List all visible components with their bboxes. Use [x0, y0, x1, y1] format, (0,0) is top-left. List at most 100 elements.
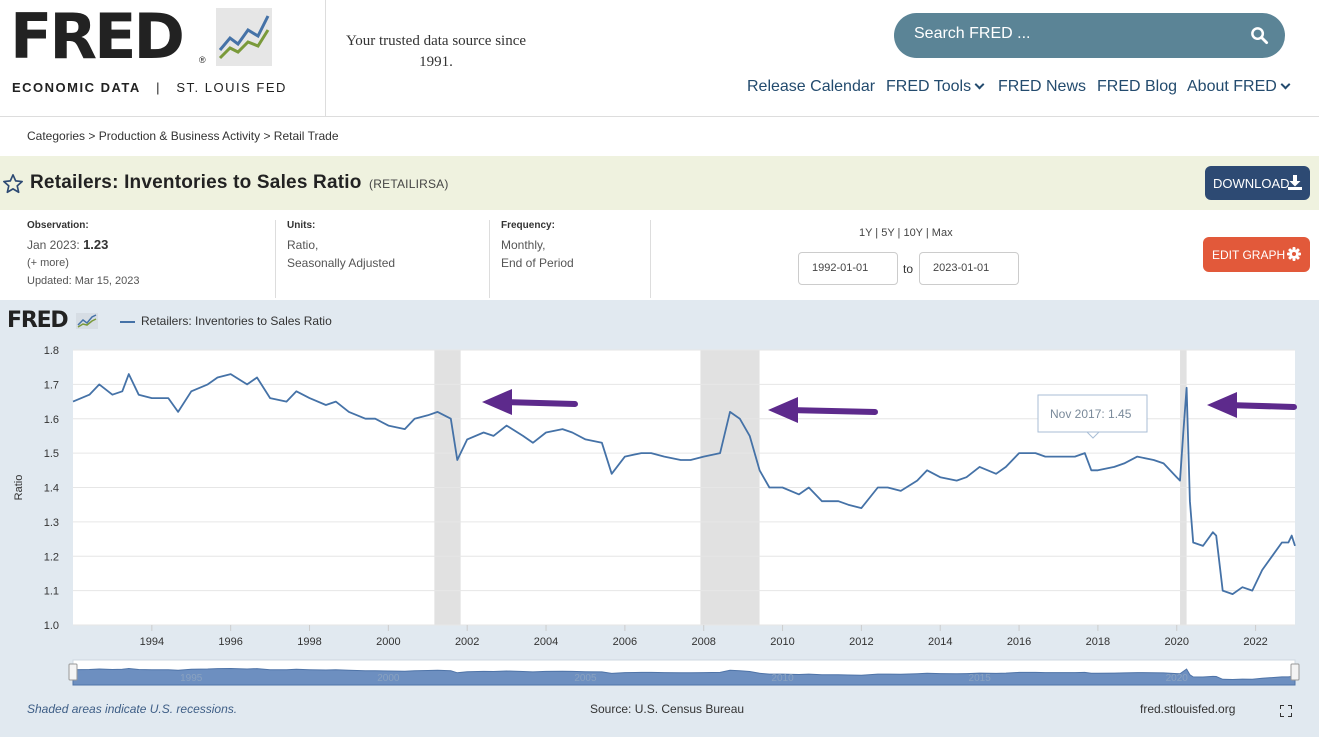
- annotation-arrow-head: [1207, 392, 1237, 418]
- y-tick-label: 1.2: [44, 551, 59, 563]
- annotation-arrow-shaft: [785, 407, 878, 415]
- nav-fred-news[interactable]: FRED News: [998, 78, 1087, 95]
- observation-value: 1.23: [83, 237, 109, 252]
- series-title-bar: Retailers: Inventories to Sales Ratio (R…: [0, 156, 1319, 210]
- updated-date: Updated: Mar 15, 2023: [27, 275, 140, 287]
- units-value-1: Ratio,: [287, 238, 319, 252]
- star-icon[interactable]: [2, 173, 24, 195]
- x-tick-label: 1998: [297, 636, 321, 648]
- fullscreen-icon[interactable]: [1280, 705, 1292, 717]
- logo-subtitle-bold: ECONOMIC DATA: [12, 80, 141, 95]
- y-tick-label: 1.0: [44, 620, 59, 632]
- nav-about-fred[interactable]: About FRED: [1187, 78, 1291, 96]
- y-tick-label: 1.5: [44, 448, 59, 460]
- tooltip-pointer: [1085, 431, 1101, 439]
- nav-fred-tools-label: FRED Tools: [886, 78, 972, 95]
- tooltip-box: [1037, 394, 1148, 433]
- divider: [275, 220, 276, 298]
- navigator-label: 2020: [1166, 673, 1189, 684]
- y-tick-label: 1.4: [44, 483, 59, 495]
- graph-panel: FRED Retailers: Inventories to Sales Rat…: [0, 300, 1319, 737]
- tooltip-label: Nov 2017: 1.45: [1050, 407, 1132, 421]
- tagline: Your trusted data source since 1991.: [345, 33, 527, 70]
- frequency-value-1: Monthly,: [501, 238, 546, 252]
- download-button[interactable]: DOWNLOAD: [1205, 166, 1310, 200]
- legend-label: Retailers: Inventories to Sales Ratio: [141, 314, 332, 328]
- y-tick-label: 1.8: [44, 345, 59, 357]
- observation-block: Observation: Jan 2023: 1.23 (+ more) Upd…: [27, 210, 140, 300]
- divider: [650, 220, 651, 298]
- navigator-label: 1995: [180, 673, 203, 684]
- annotation-arrow-shaft: [499, 399, 578, 407]
- x-tick-label: 2022: [1243, 636, 1267, 648]
- frequency-block: Frequency: Monthly, End of Period: [501, 210, 574, 300]
- legend-swatch: [120, 320, 135, 323]
- nav-release-calendar[interactable]: Release Calendar: [747, 78, 876, 95]
- edit-graph-label: EDIT GRAPH: [1212, 248, 1286, 262]
- x-tick-label: 1994: [140, 636, 164, 648]
- frequency-label: Frequency:: [501, 220, 555, 231]
- edit-graph-button[interactable]: EDIT GRAPH: [1203, 237, 1310, 272]
- y-tick-label: 1.1: [44, 586, 59, 598]
- chevron-down-icon: [1280, 79, 1291, 90]
- navigator-label: 2015: [969, 673, 992, 684]
- x-tick-label: 2006: [613, 636, 637, 648]
- date-to-label: to: [903, 262, 914, 276]
- navigator-handle: [68, 663, 78, 681]
- nav-fred-blog[interactable]: FRED Blog: [1097, 78, 1178, 95]
- search-input[interactable]: Search FRED ...: [914, 25, 1031, 42]
- nav-fred-tools[interactable]: FRED Tools: [886, 78, 985, 96]
- annotation-arrow-shaft: [1224, 402, 1297, 410]
- download-icon: [1288, 175, 1302, 190]
- x-tick-label: 2016: [1007, 636, 1031, 648]
- x-tick-label: 2010: [770, 636, 794, 648]
- site-header: FRED ® ECONOMIC DATA | ST. LOUIS FED You…: [0, 0, 1319, 117]
- annotation-arrow-head: [768, 397, 798, 423]
- y-tick-label: 1.7: [44, 379, 59, 391]
- units-value-2: Seasonally Adjusted: [287, 256, 396, 270]
- navigator-label: 2010: [771, 673, 794, 684]
- download-label: DOWNLOAD: [1213, 176, 1290, 191]
- y-tick-label: 1.3: [44, 517, 59, 529]
- navigator-label: 2005: [574, 673, 597, 684]
- gear-icon: [1287, 247, 1301, 261]
- units-label: Units:: [287, 220, 316, 231]
- range-links[interactable]: 1Y | 5Y | 10Y | Max: [859, 227, 953, 239]
- fred-logo[interactable]: FRED ® ECONOMIC DATA | ST. LOUIS FED: [0, 0, 326, 117]
- x-tick-label: 2012: [849, 636, 873, 648]
- graph-logo-icon: [75, 313, 98, 329]
- graph-logo-text: FRED: [7, 308, 69, 333]
- logo-subtitle: ECONOMIC DATA | ST. LOUIS FED: [12, 80, 287, 95]
- observation-date: Jan 2023:: [27, 238, 80, 252]
- observation-label: Observation:: [27, 220, 89, 231]
- logo-registered: ®: [199, 55, 206, 65]
- recession-note[interactable]: Shaded areas indicate U.S. recessions.: [27, 702, 238, 716]
- x-tick-label: 2004: [534, 636, 558, 648]
- x-tick-label: 1996: [218, 636, 242, 648]
- y-tick-label: 1.6: [44, 414, 59, 426]
- site-link[interactable]: fred.stlouisfed.org: [1140, 702, 1236, 716]
- series-line: [72, 373, 1296, 596]
- end-date-input[interactable]: 2023-01-01: [919, 252, 1019, 285]
- annotation-arrow-head: [482, 389, 512, 415]
- series-title: Retailers: Inventories to Sales Ratio: [30, 172, 362, 193]
- x-tick-label: 2000: [376, 636, 400, 648]
- line-chart[interactable]: 1.0 1.1 1.2 1.3 1.4 1.5 1.6 1.7 1.8 1994 1996 1998 2…: [0, 300, 1319, 737]
- start-date-input[interactable]: 1992-01-01: [798, 252, 898, 285]
- y-axis-label: Ratio: [13, 475, 25, 501]
- breadcrumb[interactable]: Categories > Production & Business Activ…: [27, 129, 339, 143]
- search-bar[interactable]: Search FRED ...: [894, 13, 1285, 58]
- source-note: Source: U.S. Census Bureau: [590, 702, 745, 716]
- logo-subtitle-sep: |: [156, 80, 162, 95]
- nav-about-fred-label: About FRED: [1187, 78, 1277, 95]
- logo-subtitle-org: ST. LOUIS FED: [176, 80, 287, 95]
- search-icon[interactable]: [1250, 26, 1269, 45]
- x-tick-label: 2018: [1086, 636, 1110, 648]
- x-tick-label: 2014: [928, 636, 952, 648]
- page-title: Retailers: Inventories to Sales Ratio (R…: [30, 172, 449, 194]
- series-id: (RETAILIRSA): [369, 177, 449, 191]
- more-link[interactable]: (+ more): [27, 257, 69, 269]
- frequency-value-2: End of Period: [501, 256, 574, 270]
- observation-value-row: Jan 2023: 1.23: [27, 236, 140, 254]
